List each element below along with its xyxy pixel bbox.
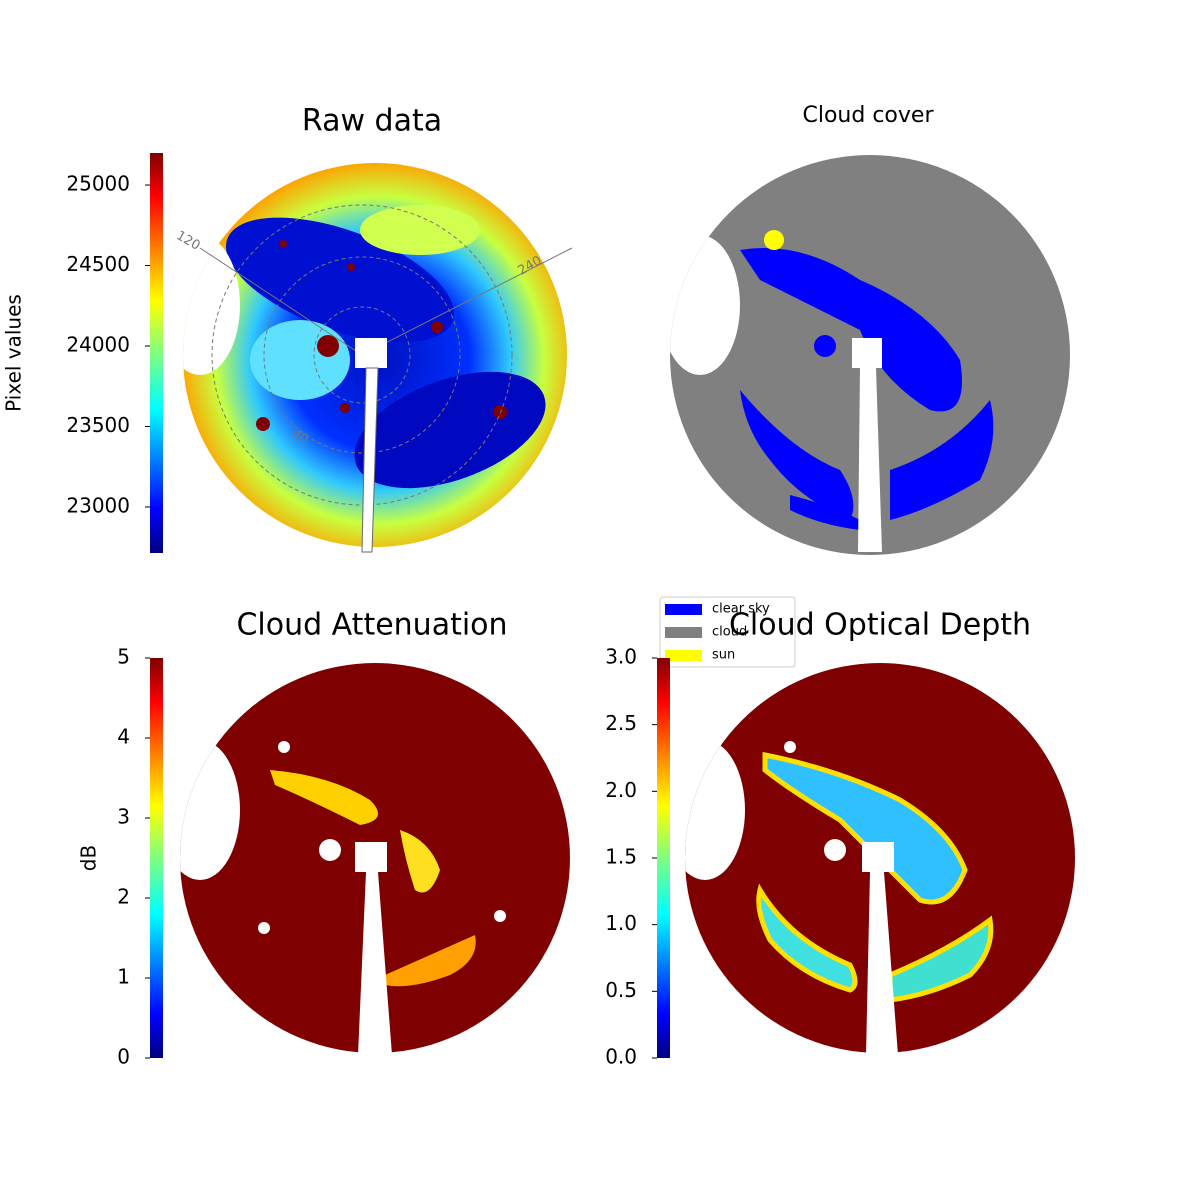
tick-label: 2.0 (605, 778, 637, 802)
legend-label: sun (712, 648, 735, 663)
colorbar (657, 658, 670, 1058)
tick-label: 5 (117, 645, 130, 669)
pole-shadow (866, 872, 898, 1055)
tick-label: 0.5 (605, 978, 637, 1002)
tick-label: 4 (117, 725, 130, 749)
pole (862, 842, 894, 872)
tick-label: 0.0 (605, 1045, 637, 1069)
legend-swatch (665, 604, 702, 615)
legend-label: clear sky (712, 602, 770, 617)
tick-label: 3.0 (605, 645, 637, 669)
tick-label: 1.5 (605, 845, 637, 869)
tick-label: 25000 (66, 172, 130, 196)
polar-line (199, 247, 363, 356)
colorbar (150, 658, 163, 1058)
legend-swatch (665, 650, 702, 661)
tick-label: 1.0 (605, 911, 637, 935)
panel-title: Cloud Attenuation (236, 608, 507, 643)
tick-label: 2.5 (605, 711, 637, 735)
tick-label: 2 (117, 885, 130, 909)
pole (852, 338, 882, 368)
polar-label: 40 (289, 426, 311, 447)
tick-label: 24000 (66, 332, 130, 356)
tick-label: 23500 (66, 413, 130, 437)
colorbar (150, 153, 163, 553)
polar-label: 120 (173, 228, 202, 253)
tick-label: 1 (117, 965, 130, 989)
polar-line (361, 247, 573, 356)
pole-shadow (858, 368, 882, 552)
pole-shadow (358, 872, 392, 1055)
pole (355, 338, 387, 368)
tick-label: 24500 (66, 252, 130, 276)
legend-swatch (665, 627, 702, 638)
legend-label: cloud (712, 625, 747, 640)
panel-title: Raw data (302, 104, 442, 139)
colorbar-label: dB (77, 845, 101, 871)
raw-image (183, 163, 567, 547)
tick-label: 3 (117, 805, 130, 829)
tick-label: 23000 (66, 493, 130, 517)
pole (355, 842, 387, 872)
pole-shadow (361, 367, 379, 553)
polar-grid (211, 204, 513, 506)
colorbar-label: Pixel values (2, 294, 26, 412)
panel-title: Cloud cover (803, 103, 935, 128)
tick-label: 0 (117, 1045, 130, 1069)
panel-title: Cloud Optical Depth (729, 608, 1031, 643)
